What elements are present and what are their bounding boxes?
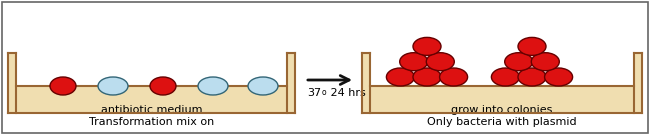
Ellipse shape — [98, 77, 128, 95]
Text: Only bacteria with plasmid: Only bacteria with plasmid — [427, 117, 577, 127]
Text: grow into colonies: grow into colonies — [451, 105, 552, 115]
Ellipse shape — [248, 77, 278, 95]
Text: o: o — [322, 88, 326, 97]
Ellipse shape — [150, 77, 176, 95]
Ellipse shape — [518, 37, 546, 55]
Text: 24 hrs: 24 hrs — [327, 88, 366, 98]
Bar — [362, 53, 370, 113]
Ellipse shape — [198, 77, 228, 95]
Ellipse shape — [400, 53, 428, 71]
Bar — [287, 53, 295, 113]
Ellipse shape — [504, 53, 533, 71]
Bar — [370, 86, 634, 113]
Ellipse shape — [531, 53, 559, 71]
Text: Transformation mix on: Transformation mix on — [89, 117, 214, 127]
Text: antibiotic medium: antibiotic medium — [101, 105, 202, 115]
Ellipse shape — [50, 77, 76, 95]
Bar — [16, 86, 287, 113]
Ellipse shape — [426, 53, 454, 71]
Ellipse shape — [413, 68, 441, 86]
Text: 37: 37 — [307, 88, 321, 98]
Ellipse shape — [518, 68, 546, 86]
Ellipse shape — [545, 68, 573, 86]
Bar — [634, 53, 642, 113]
Ellipse shape — [491, 68, 519, 86]
Ellipse shape — [413, 37, 441, 55]
Ellipse shape — [386, 68, 415, 86]
Ellipse shape — [439, 68, 467, 86]
Bar — [8, 53, 16, 113]
